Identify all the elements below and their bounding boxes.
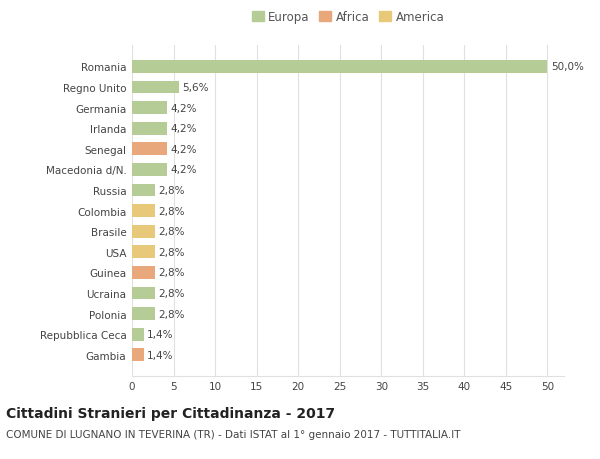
- Text: 50,0%: 50,0%: [551, 62, 584, 72]
- Text: 2,8%: 2,8%: [158, 309, 185, 319]
- Bar: [132, 205, 155, 218]
- Bar: [132, 225, 155, 238]
- Bar: [132, 266, 155, 279]
- Text: 4,2%: 4,2%: [170, 103, 197, 113]
- Bar: [132, 246, 155, 258]
- Bar: [132, 308, 155, 320]
- Text: 2,8%: 2,8%: [158, 206, 185, 216]
- Bar: [132, 102, 167, 115]
- Text: 2,8%: 2,8%: [158, 268, 185, 278]
- Bar: [132, 349, 143, 361]
- Text: 5,6%: 5,6%: [182, 83, 208, 93]
- Bar: [132, 287, 155, 300]
- Bar: [132, 184, 155, 197]
- Bar: [132, 81, 179, 94]
- Legend: Europa, Africa, America: Europa, Africa, America: [250, 9, 446, 27]
- Text: 4,2%: 4,2%: [170, 124, 197, 134]
- Bar: [132, 143, 167, 156]
- Text: 1,4%: 1,4%: [147, 330, 173, 339]
- Text: 2,8%: 2,8%: [158, 227, 185, 237]
- Text: COMUNE DI LUGNANO IN TEVERINA (TR) - Dati ISTAT al 1° gennaio 2017 - TUTTITALIA.: COMUNE DI LUGNANO IN TEVERINA (TR) - Dat…: [6, 429, 461, 439]
- Text: 4,2%: 4,2%: [170, 165, 197, 175]
- Bar: [132, 61, 547, 73]
- Text: 1,4%: 1,4%: [147, 350, 173, 360]
- Bar: [132, 164, 167, 176]
- Text: Cittadini Stranieri per Cittadinanza - 2017: Cittadini Stranieri per Cittadinanza - 2…: [6, 406, 335, 420]
- Text: 2,8%: 2,8%: [158, 288, 185, 298]
- Bar: [132, 328, 143, 341]
- Text: 4,2%: 4,2%: [170, 145, 197, 155]
- Text: 2,8%: 2,8%: [158, 247, 185, 257]
- Text: 2,8%: 2,8%: [158, 185, 185, 196]
- Bar: [132, 123, 167, 135]
